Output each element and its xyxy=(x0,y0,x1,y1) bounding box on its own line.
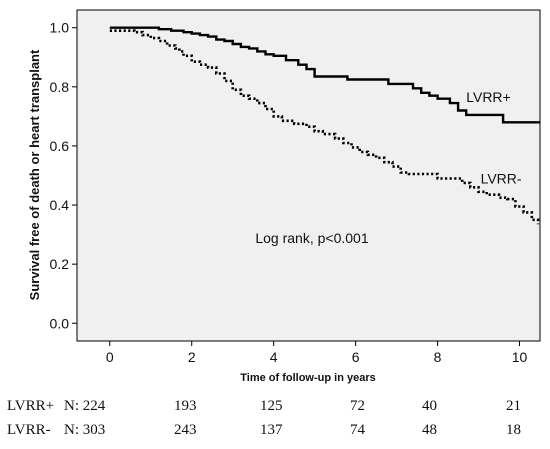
risk-row-lvrr-plus: LVRR+ N: 224 193 125 72 40 21 xyxy=(0,398,550,422)
annotation-log-rank: Log rank, p<0.001 xyxy=(255,230,368,246)
survival-chart: 0.0 0.2 0.4 0.6 0.8 1.0 0 2 4 6 8 10 Survival free… xyxy=(27,9,541,384)
y-tick-label: 1.0 xyxy=(50,20,70,36)
survival-curves xyxy=(109,26,540,225)
risk-count: 74 xyxy=(350,422,365,438)
risk-count: 18 xyxy=(506,422,521,438)
x-tick-label: 8 xyxy=(434,349,442,365)
risk-count: 21 xyxy=(506,398,521,414)
x-tick-label: 4 xyxy=(270,349,278,365)
risk-count: 40 xyxy=(422,398,437,414)
series-line-lvrr-minus xyxy=(109,29,540,225)
risk-count-start: N: 224 xyxy=(64,398,106,414)
risk-group-label: LVRR+ xyxy=(7,398,55,414)
y-axis-label: Survival free of death or heart transpla… xyxy=(27,49,42,300)
plot-area xyxy=(76,9,541,342)
risk-count: 72 xyxy=(350,398,365,414)
x-axis: 0 2 4 6 8 10 xyxy=(106,341,528,365)
y-tick-label: 0.6 xyxy=(50,138,70,154)
risk-count: 137 xyxy=(260,422,283,438)
risk-table: LVRR+ N: 224 193 125 72 40 21 LVRR- N: 3… xyxy=(0,398,550,446)
series-line-lvrr-plus xyxy=(109,26,540,124)
risk-count: 193 xyxy=(174,398,197,414)
series-label-lvrr-minus: LVRR- xyxy=(481,170,522,186)
y-tick-label: 0.2 xyxy=(50,256,70,272)
x-tick-label: 10 xyxy=(512,349,528,365)
series-labels: LVRR+ LVRR- xyxy=(466,89,522,186)
x-tick-label: 2 xyxy=(188,349,196,365)
risk-count: 243 xyxy=(174,422,197,438)
risk-row-lvrr-minus: LVRR- N: 303 243 137 74 48 18 xyxy=(0,422,550,446)
risk-group-label: LVRR- xyxy=(7,422,51,438)
y-axis: 0.0 0.2 0.4 0.6 0.8 1.0 xyxy=(50,20,77,331)
risk-count: 125 xyxy=(260,398,283,414)
y-tick-label: 0.0 xyxy=(50,315,70,331)
x-axis-label: Time of follow-up in years xyxy=(240,372,375,384)
y-tick-label: 0.8 xyxy=(50,79,70,95)
risk-count: 48 xyxy=(422,422,437,438)
x-tick-label: 6 xyxy=(352,349,360,365)
risk-count-start: N: 303 xyxy=(64,422,106,438)
y-tick-label: 0.4 xyxy=(50,197,70,213)
x-tick-label: 0 xyxy=(106,349,114,365)
series-label-lvrr-plus: LVRR+ xyxy=(466,89,510,105)
